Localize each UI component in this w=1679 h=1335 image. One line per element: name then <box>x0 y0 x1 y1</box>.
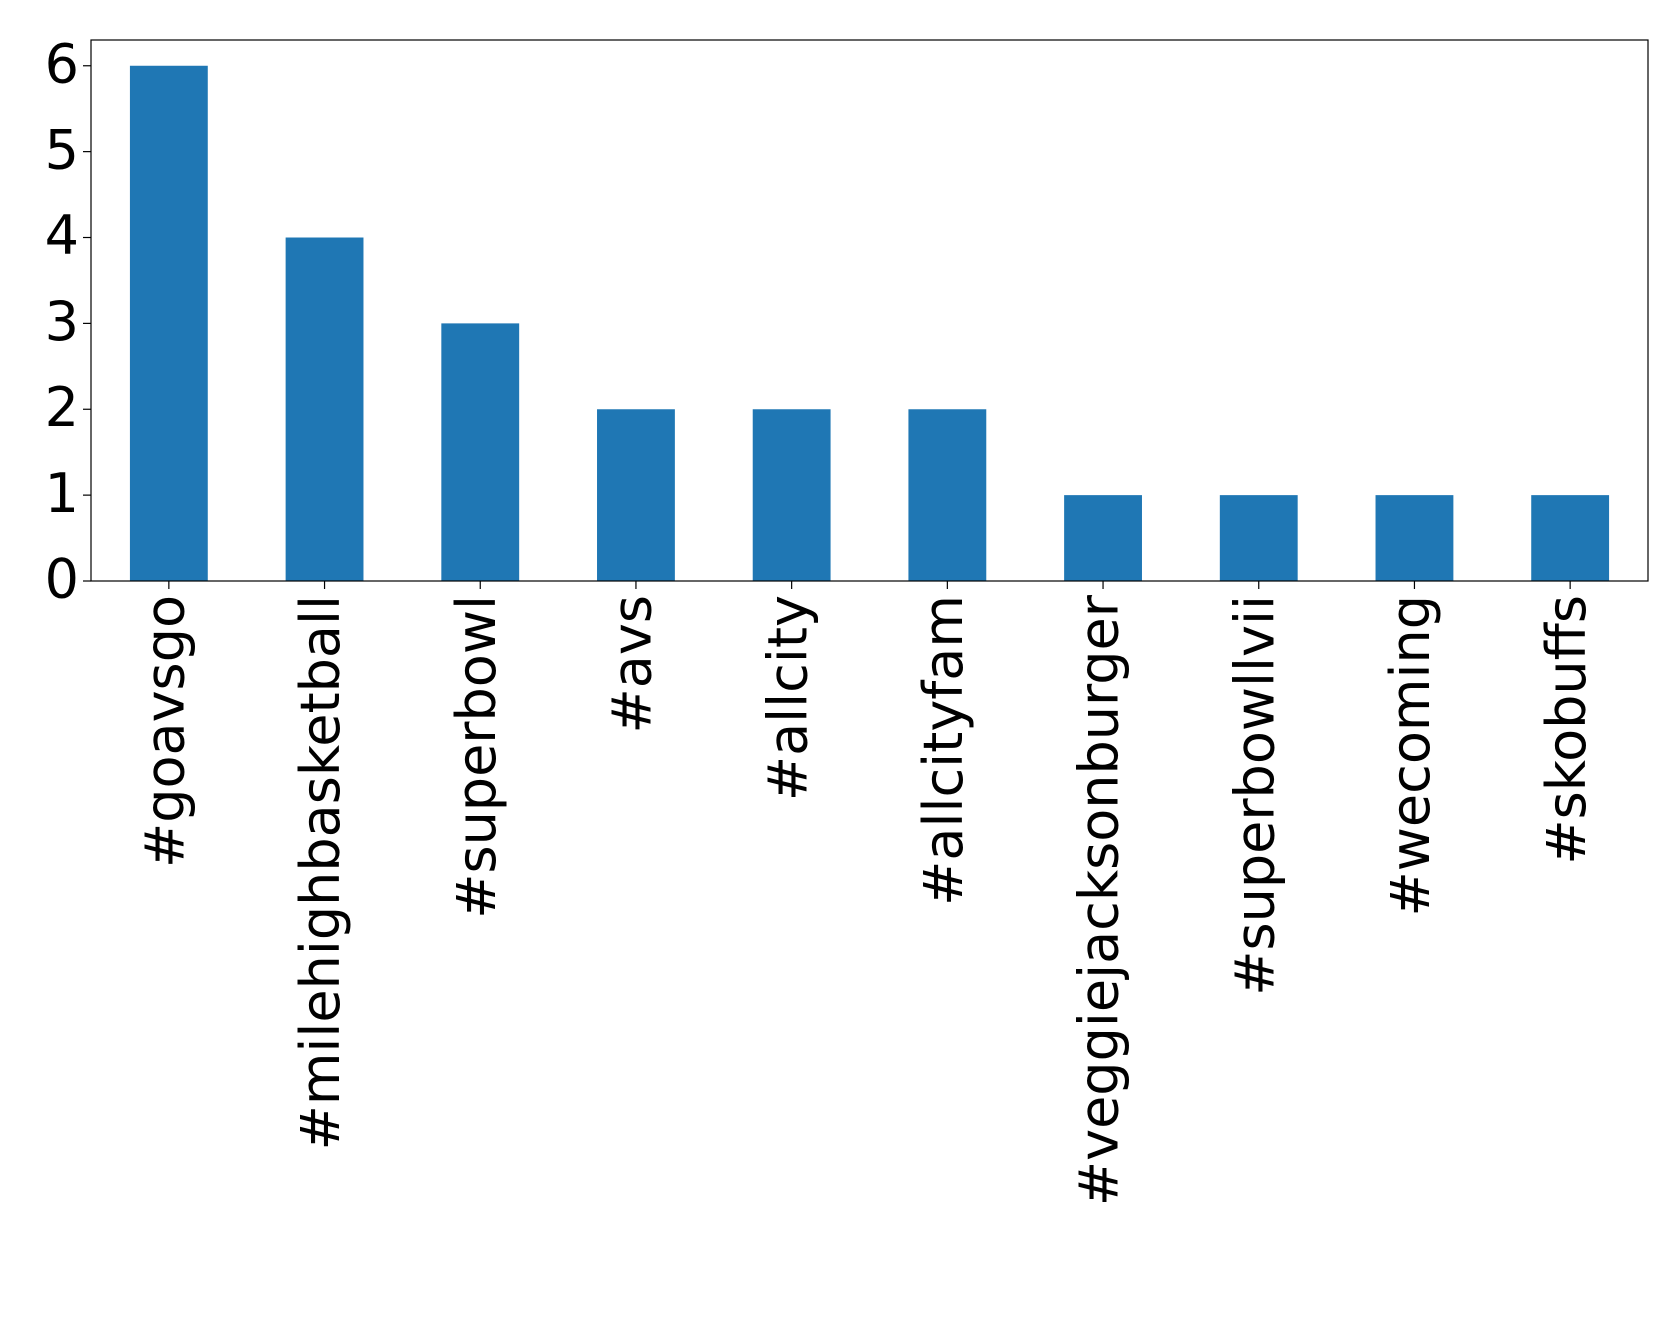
y-tick-label: 5 <box>45 118 79 181</box>
x-tick-label: #goavsgo <box>133 595 196 868</box>
bar <box>441 323 520 581</box>
x-tick-label: #skobuffs <box>1535 595 1598 865</box>
plot-frame <box>90 39 1649 582</box>
bar <box>1064 495 1142 581</box>
y-tick-label: 1 <box>45 462 79 525</box>
y-tick-label: 3 <box>45 290 79 353</box>
y-tick-label: 6 <box>45 32 79 95</box>
x-tick-label: #superbowl <box>445 595 508 919</box>
bar <box>908 409 987 581</box>
x-tick-label: #veggiejacksonburger <box>1068 594 1131 1206</box>
x-tick-label: #wecoming <box>1379 595 1442 916</box>
bar <box>285 237 364 581</box>
x-tick-label: #allcityfam <box>912 595 975 906</box>
x-tick-label: #allcity <box>756 595 819 801</box>
bar <box>752 409 831 581</box>
bar <box>1219 495 1298 581</box>
x-tick-label: #avs <box>601 595 664 733</box>
bar <box>1531 495 1610 581</box>
bar <box>1375 495 1454 581</box>
bar <box>597 409 675 581</box>
y-tick-label: 4 <box>45 204 79 267</box>
bar <box>129 65 208 581</box>
y-tick-label: 0 <box>45 548 79 611</box>
y-tick-label: 2 <box>45 376 79 439</box>
x-tick-label: #milehighbasketball <box>289 595 352 1150</box>
x-tick-label: #superbowllvii <box>1223 595 1286 996</box>
